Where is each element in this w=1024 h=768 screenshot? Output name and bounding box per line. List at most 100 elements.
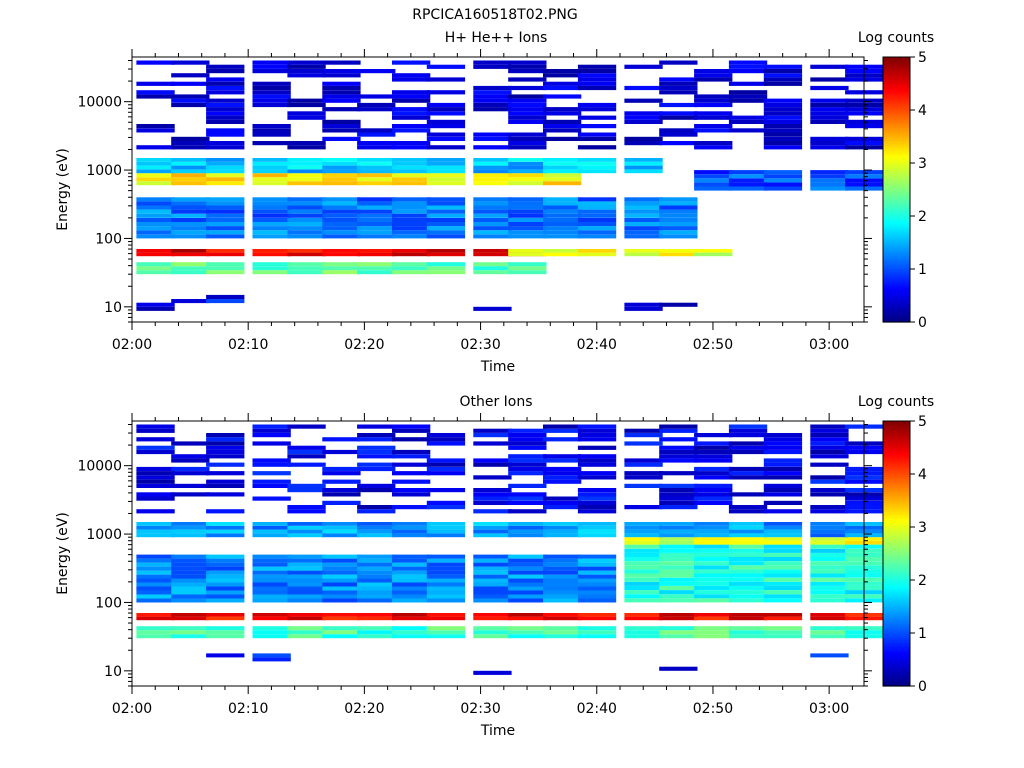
heatmap-cell [252, 529, 291, 534]
heatmap-cell [659, 548, 698, 553]
heatmap-cell [810, 424, 849, 429]
heatmap-cell [392, 262, 431, 267]
heatmap-cell [136, 586, 175, 591]
heatmap-cell [543, 197, 582, 202]
heatmap-cell [171, 634, 210, 639]
heatmap-cell [508, 578, 547, 583]
colorbar-segment [883, 218, 910, 222]
heatmap-cell [322, 213, 361, 218]
heatmap-cell [728, 613, 768, 617]
colorbar-segment [883, 198, 910, 202]
colorbar-segment [883, 650, 910, 654]
heatmap-cell [694, 454, 733, 459]
heatmap-cell [624, 197, 663, 202]
heatmap-cell [473, 558, 512, 563]
heatmap-cell [206, 119, 245, 124]
heatmap-cell [577, 475, 617, 480]
heatmap-cell [659, 205, 698, 210]
heatmap-cell [577, 81, 617, 86]
heatmap-cell [322, 161, 361, 166]
heatmap-cell [357, 488, 396, 493]
heatmap-cell [659, 537, 698, 541]
heatmap-cell [357, 102, 396, 108]
heatmap-cell [322, 449, 361, 455]
x-tick-label: 03:00 [809, 337, 849, 353]
heatmap-cell [171, 529, 210, 534]
heatmap-cell [287, 201, 326, 206]
heatmap-cell [624, 217, 663, 222]
heatmap-cell [136, 128, 175, 133]
colorbar-segment [883, 213, 910, 217]
heatmap-cell [136, 205, 175, 210]
heatmap-cell [543, 177, 582, 182]
heatmap-cell [763, 178, 803, 183]
heatmap-cell [508, 471, 547, 476]
heatmap-cell [694, 141, 733, 146]
heatmap-cell [728, 441, 768, 446]
heatmap-cell [252, 594, 291, 599]
heatmap-cell [357, 449, 396, 455]
heatmap-cell [322, 107, 361, 112]
colorbar-segment [883, 138, 910, 142]
heatmap-cell [659, 581, 698, 586]
colorbar-segment [883, 584, 910, 588]
heatmap-cell [252, 586, 291, 591]
colorbar-segment [883, 597, 910, 601]
heatmap-cell [357, 266, 396, 271]
heatmap-cell [694, 73, 733, 78]
heatmap-cell [426, 525, 466, 530]
heatmap-cell [206, 598, 245, 603]
colorbar-segment [883, 96, 910, 100]
heatmap-cell [357, 598, 396, 603]
heatmap-cell [577, 554, 617, 559]
heatmap-cell [763, 98, 803, 103]
heatmap-cell [171, 525, 210, 530]
heatmap-cell [392, 479, 431, 484]
heatmap-cell [252, 69, 291, 74]
heatmap-cell [473, 145, 512, 150]
heatmap-cell [357, 437, 396, 442]
colorbar-segment [883, 485, 910, 488]
colorbar-segment [883, 171, 910, 175]
colorbar-segment [883, 518, 910, 521]
heatmap-cell [136, 169, 175, 174]
heatmap-cell [810, 552, 849, 557]
heatmap-cell [206, 102, 245, 108]
colorbar-segment [883, 85, 910, 89]
heatmap-cell [171, 492, 210, 497]
heatmap-cell [473, 249, 512, 253]
heatmap-cell [392, 98, 431, 103]
heatmap-cell [763, 124, 803, 129]
heatmap-cell [392, 590, 431, 595]
heatmap-cell [287, 570, 326, 575]
heatmap-cell [624, 252, 663, 257]
colorbar-segment [883, 233, 910, 237]
heatmap-cell [392, 226, 431, 231]
heatmap-cell [171, 266, 210, 271]
heatmap-cell [659, 525, 698, 530]
colorbar-segment [883, 61, 910, 65]
heatmap-cell [426, 270, 466, 275]
heatmap-cell [763, 77, 803, 82]
heatmap-cell [392, 266, 431, 271]
heatmap-cell [763, 115, 803, 120]
heatmap-cell [136, 582, 175, 587]
heatmap-cell [426, 433, 466, 438]
heatmap-cell [810, 102, 849, 108]
colorbar-segment [883, 74, 910, 78]
heatmap-cell [136, 173, 175, 178]
heatmap-cell [136, 566, 175, 571]
heatmap-cell [763, 590, 803, 595]
colorbar-segment [883, 606, 910, 610]
heatmap-cell [252, 209, 291, 214]
heatmap-cell [206, 128, 245, 133]
heatmap-cell [659, 445, 698, 450]
heatmap-cell [810, 445, 849, 450]
heatmap-cell [357, 509, 396, 514]
heatmap-cell [322, 554, 361, 559]
heatmap-cell [252, 570, 291, 575]
colorbar-tick-label: 5 [918, 414, 927, 430]
heatmap-cell [252, 558, 291, 563]
heatmap-cell [473, 670, 512, 675]
heatmap-cell [426, 441, 466, 446]
